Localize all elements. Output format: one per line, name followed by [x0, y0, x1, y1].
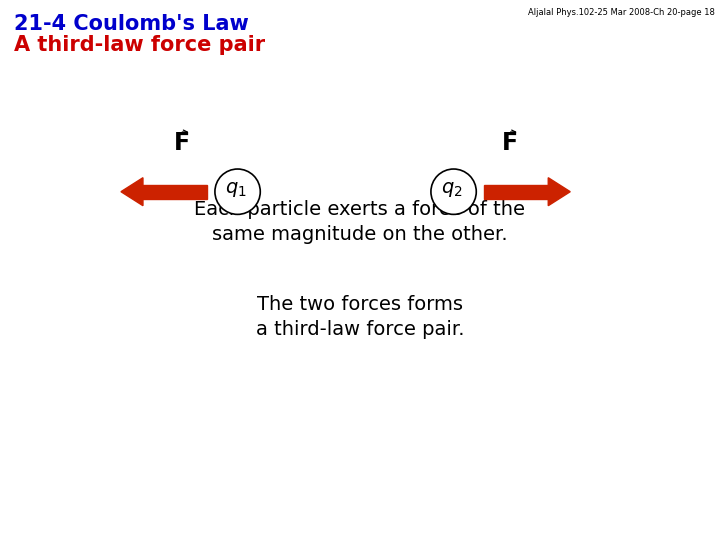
Text: $q_1$: $q_1$ [225, 180, 246, 199]
Text: The two forces forms: The two forces forms [257, 295, 463, 314]
Polygon shape [548, 178, 570, 206]
Bar [139, 185, 207, 199]
Text: 21-4 Coulomb's Law: 21-4 Coulomb's Law [14, 14, 248, 34]
Text: Aljalal Phys.102-25 Mar 2008-Ch 20-page 18: Aljalal Phys.102-25 Mar 2008-Ch 20-page … [528, 8, 715, 17]
Text: F: F [174, 131, 189, 155]
Circle shape [431, 169, 477, 214]
Text: Each particle exerts a force of the: Each particle exerts a force of the [194, 200, 526, 219]
Text: F: F [502, 131, 518, 155]
Text: same magnitude on the other.: same magnitude on the other. [212, 225, 508, 244]
Text: A third-law force pair: A third-law force pair [14, 35, 265, 55]
Polygon shape [121, 178, 143, 206]
Circle shape [215, 169, 261, 214]
Bar [484, 185, 548, 199]
Text: a third-law force pair.: a third-law force pair. [256, 320, 464, 339]
Text: $q_2$: $q_2$ [441, 180, 462, 199]
